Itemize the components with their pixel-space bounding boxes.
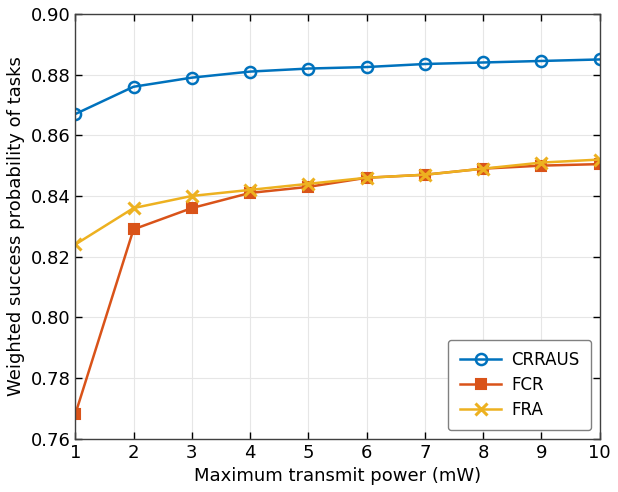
FCR — [421, 172, 429, 178]
FCR — [596, 161, 603, 167]
FRA — [188, 193, 195, 199]
FRA — [305, 181, 312, 187]
FRA — [363, 175, 370, 181]
FRA — [421, 172, 429, 178]
FRA — [480, 166, 487, 172]
CRRAUS — [72, 111, 79, 117]
FRA — [72, 242, 79, 247]
FCR — [363, 175, 370, 181]
FRA — [596, 156, 603, 162]
CRRAUS — [480, 60, 487, 65]
CRRAUS — [130, 84, 137, 90]
Line: FRA: FRA — [70, 154, 605, 250]
FCR — [247, 190, 254, 196]
CRRAUS — [247, 68, 254, 74]
FRA — [247, 187, 254, 193]
CRRAUS — [363, 64, 370, 70]
CRRAUS — [188, 75, 195, 81]
X-axis label: Maximum transmit power (mW): Maximum transmit power (mW) — [194, 467, 481, 485]
Legend: CRRAUS, FCR, FRA: CRRAUS, FCR, FRA — [448, 339, 591, 430]
FCR — [480, 166, 487, 172]
Y-axis label: Weighted success probability of tasks: Weighted success probability of tasks — [7, 57, 25, 396]
FRA — [130, 205, 137, 211]
FCR — [130, 226, 137, 232]
Line: CRRAUS: CRRAUS — [70, 54, 605, 120]
FRA — [538, 159, 545, 165]
FCR — [72, 411, 79, 417]
CRRAUS — [305, 65, 312, 71]
Line: FCR: FCR — [70, 159, 604, 419]
FCR — [305, 184, 312, 190]
CRRAUS — [421, 61, 429, 67]
CRRAUS — [538, 58, 545, 64]
FCR — [538, 163, 545, 169]
FCR — [188, 205, 195, 211]
CRRAUS — [596, 57, 603, 62]
